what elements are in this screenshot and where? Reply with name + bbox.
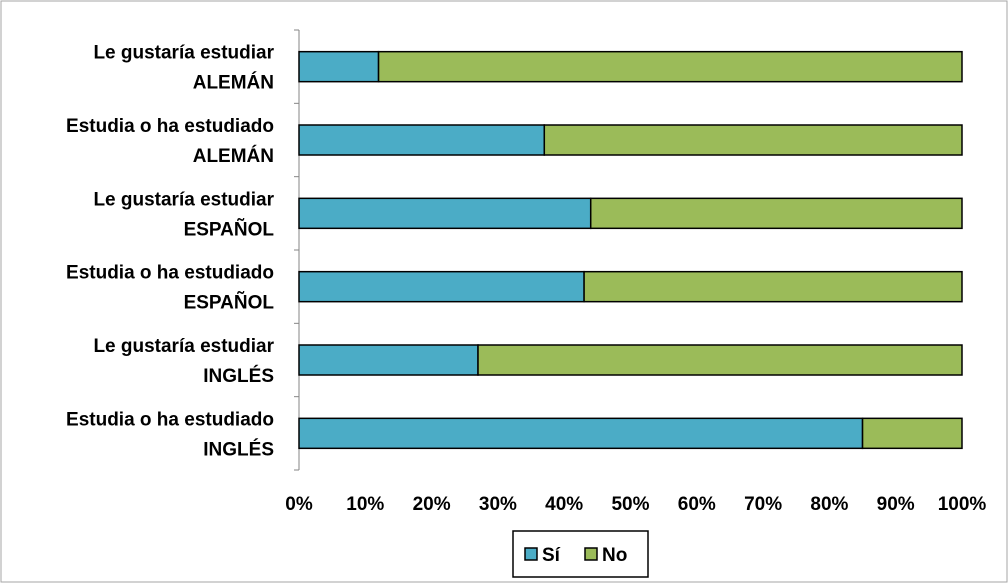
bar-segment-si: [298, 270, 585, 303]
category-label: ESPAÑOL: [184, 218, 275, 240]
category-label: ALEMÁN: [193, 145, 274, 167]
bar-segment-si: [298, 197, 592, 230]
x-tick-label: 20%: [413, 494, 451, 515]
category-label: INGLÉS: [203, 365, 274, 387]
category-label: ESPAÑOL: [184, 292, 275, 314]
x-tick-label: 90%: [877, 494, 915, 515]
category-label: Estudia o ha estudiado: [66, 409, 274, 430]
bar-segment-si: [298, 124, 546, 156]
x-tick-label: 40%: [545, 494, 583, 515]
x-tick-label: 10%: [346, 494, 384, 515]
bar-segment-si: [298, 50, 380, 83]
x-tick-label: 70%: [744, 494, 782, 515]
x-tick-label: 30%: [479, 494, 517, 515]
x-tick-label: 60%: [678, 494, 716, 515]
category-label: Le gustaría estudiar: [93, 336, 274, 357]
x-tick-label: 100%: [938, 494, 987, 515]
bars-layer: [298, 50, 963, 450]
x-tick-label: 80%: [810, 494, 848, 515]
bar-segment-no: [861, 417, 963, 450]
bar-segment-no: [377, 50, 963, 83]
category-label: ALEMÁN: [193, 72, 274, 94]
category-label: INGLÉS: [203, 438, 274, 460]
axis-layer: [294, 29, 300, 471]
legend-label: No: [602, 545, 627, 566]
category-label: Le gustaría estudiar: [93, 43, 274, 64]
legend-label: Sí: [542, 545, 561, 566]
category-labels: Le gustaría estudiar ALEMÁN Estudia o ha e…: [66, 43, 275, 461]
x-tick-label: 50%: [611, 494, 649, 515]
legend-swatch: [524, 547, 538, 561]
bar-segment-no: [477, 344, 963, 376]
bar-segment-si: [298, 344, 479, 376]
bar-segment-no: [589, 197, 963, 230]
x-tick-labels: 0% 10% 20% 30% 40% 50% 60% 70% 80% 90% 100%: [285, 494, 986, 515]
x-tick-label: 0%: [285, 494, 313, 515]
legend: Sí No: [512, 530, 649, 578]
category-label: Le gustaría estudiar: [93, 189, 274, 210]
bar-segment-si: [298, 417, 864, 450]
category-label: Estudia o ha estudiado: [66, 263, 274, 284]
category-label: Estudia o ha estudiado: [66, 116, 274, 137]
bar-segment-no: [543, 124, 963, 156]
bar-segment-no: [583, 270, 963, 303]
legend-swatch: [584, 547, 598, 561]
